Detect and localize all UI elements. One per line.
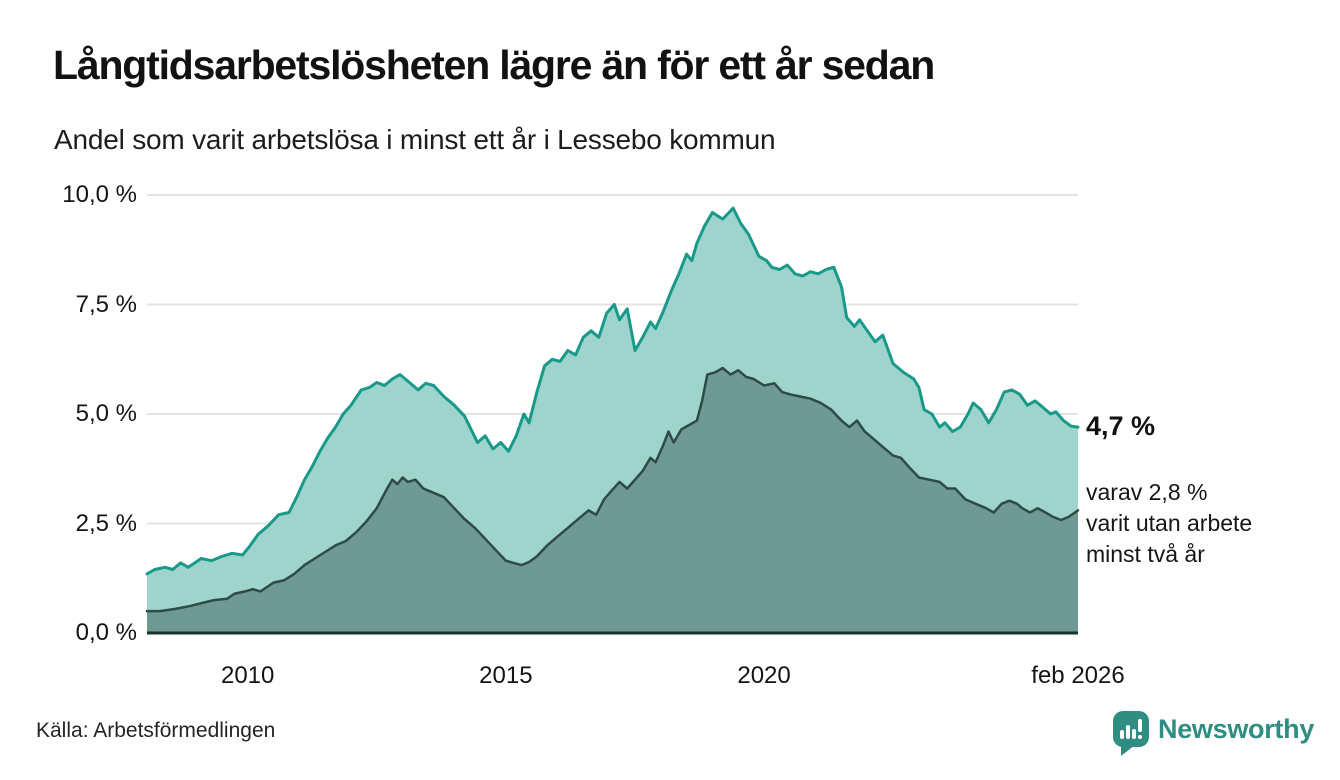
secondary-annotation-line: varit utan arbete: [1086, 510, 1253, 536]
icon-exclamation-dot: [1138, 735, 1142, 739]
x-tick-label: 2010: [220, 662, 275, 689]
x-tick-label: 2020: [737, 662, 791, 689]
y-tick-label: 10,0 %: [62, 181, 137, 208]
latest-value-label: 4,7 %: [1086, 411, 1156, 441]
icon-bar: [1120, 730, 1124, 739]
newsworthy-wordmark: Newsworthy: [1158, 714, 1315, 744]
page-title: Långtidsarbetslösheten lägre än för ett …: [53, 42, 935, 88]
y-tick-label: 5,0 %: [75, 400, 137, 427]
secondary-annotation: varav 2,8 % varit utan arbete minst två …: [1086, 477, 1336, 570]
y-tick-label: 0,0 %: [75, 619, 137, 646]
newsworthy-bubble-chart-icon: [1113, 711, 1149, 756]
secondary-annotation-line: varav 2,8 %: [1086, 479, 1208, 505]
icon-exclamation-bar: [1138, 719, 1142, 732]
source-label: Källa: Arbetsförmedlingen: [36, 719, 276, 742]
series-line-minst-tva-ar: [145, 366, 1080, 613]
x-tick-label: feb 2026: [1031, 662, 1125, 689]
series-line-minst-ett-ar: [145, 206, 1080, 576]
area-chart: 10,0 % 7,5 % 5,0 % 2,5 % 0,0 % 2010 2015 2020 fe…: [62, 181, 1125, 689]
icon-bar: [1132, 729, 1136, 739]
secondary-annotation-line: minst två år: [1086, 541, 1205, 567]
y-tick-label: 7,5 %: [75, 290, 137, 318]
x-tick-label: 2015: [479, 662, 533, 689]
newsworthy-logo: Newsworthy: [1113, 711, 1315, 756]
page-subtitle: Andel som varit arbetslösa i minst ett å…: [54, 124, 776, 155]
chart-canvas: [145, 194, 1080, 635]
y-tick-label: 2,5 %: [75, 509, 137, 537]
series-area-minst-tva-ar: [147, 368, 1078, 633]
icon-bar: [1126, 725, 1130, 739]
